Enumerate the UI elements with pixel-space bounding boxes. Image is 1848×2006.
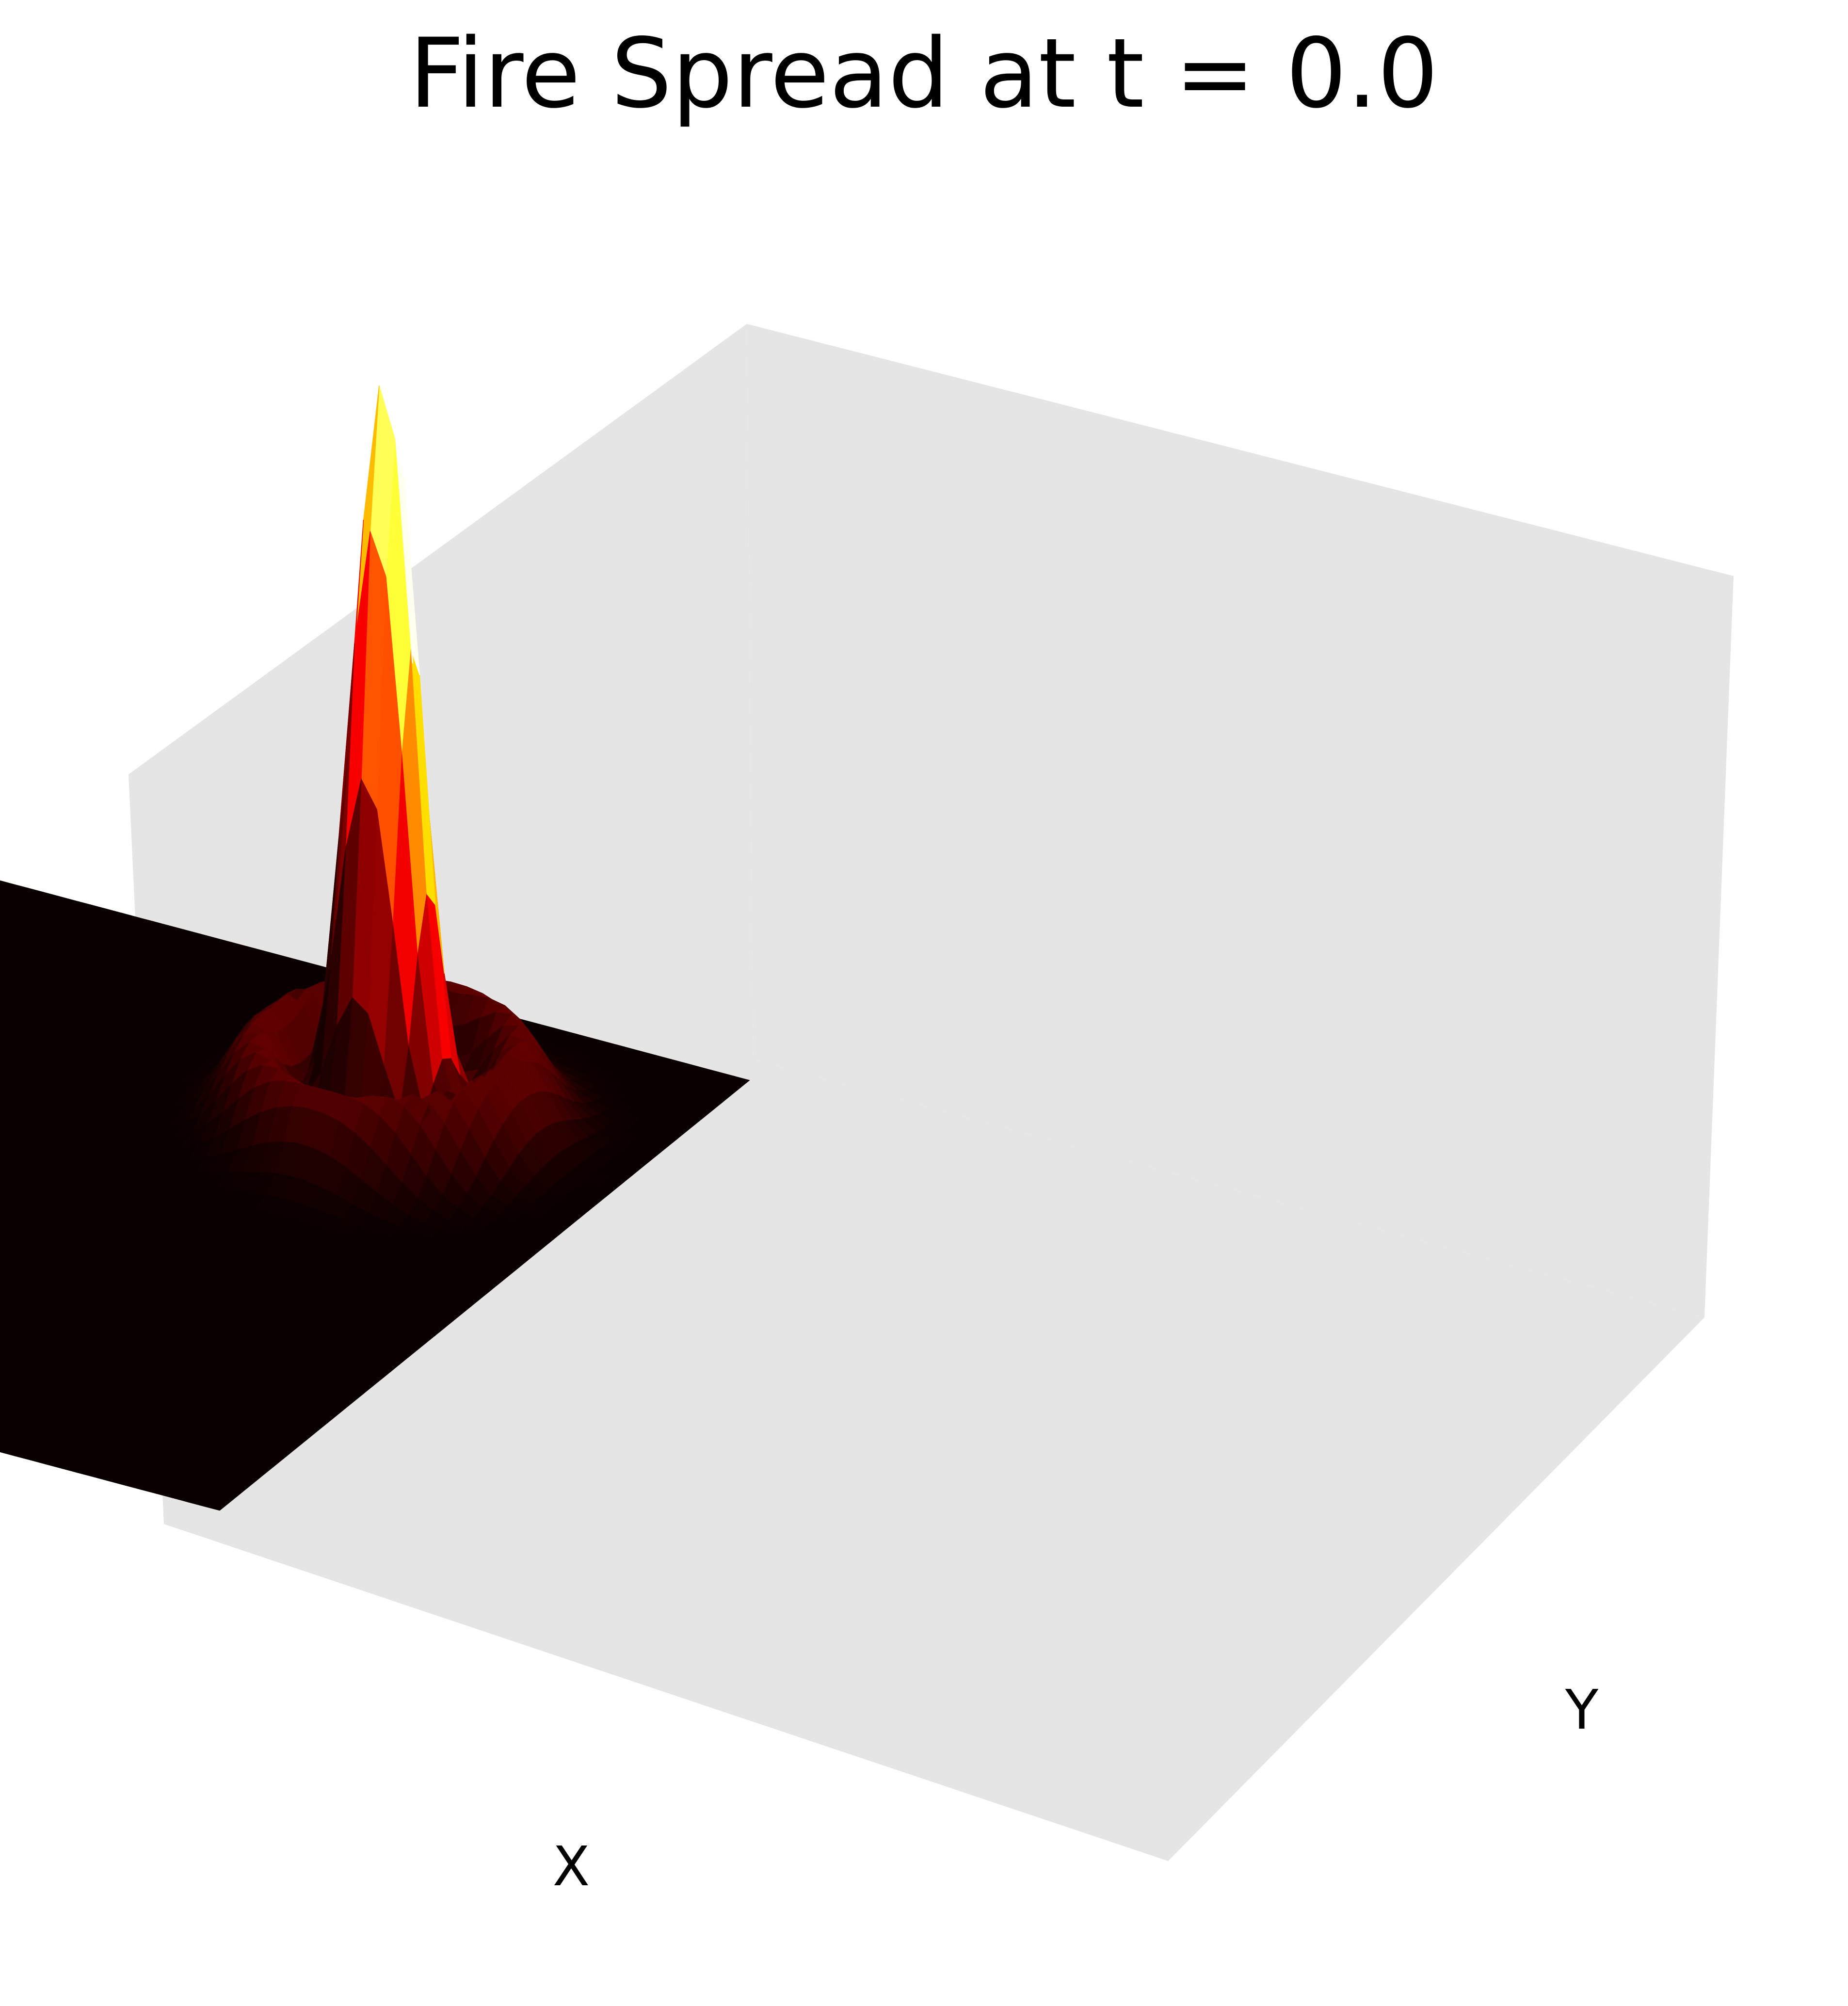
floor-pane xyxy=(164,1059,1704,1861)
surface-patch xyxy=(0,1393,7,1401)
surface-patch xyxy=(0,1345,5,1351)
surface-patch xyxy=(0,919,8,928)
surface-patch xyxy=(0,1074,5,1080)
x-axis-label: X xyxy=(553,1835,590,1898)
surface-patch xyxy=(0,1432,3,1435)
surface-patch xyxy=(0,1297,3,1300)
surface-patch xyxy=(0,1122,8,1131)
surface-patch xyxy=(0,1412,5,1418)
surface-patch xyxy=(0,1161,3,1165)
surface-patch xyxy=(0,1026,3,1029)
surface-patch xyxy=(0,958,3,962)
surface-patch xyxy=(0,1374,10,1385)
surface-patch xyxy=(0,1006,5,1012)
surface-patch xyxy=(0,1229,3,1232)
surface-patch xyxy=(0,1141,5,1148)
surface-patch xyxy=(0,1209,5,1215)
plot-area xyxy=(0,324,1734,1861)
surface-patch xyxy=(0,1190,8,1198)
surface-plot xyxy=(0,385,750,1511)
right-back-pane xyxy=(747,324,1734,1317)
surface-patch xyxy=(0,1326,7,1334)
surface-patch xyxy=(0,1306,10,1317)
surface-patch xyxy=(0,938,5,945)
surface-patch xyxy=(0,987,8,995)
surface-patch xyxy=(0,1238,10,1249)
y-axis-label: Y xyxy=(1565,1679,1599,1742)
surface-patch xyxy=(0,1171,10,1181)
surface-patch xyxy=(0,1258,8,1266)
surface-patch xyxy=(0,1364,3,1368)
surface-patch xyxy=(0,890,3,894)
surface-patch xyxy=(0,1093,3,1097)
surface-patch xyxy=(0,1277,5,1283)
surface-patch xyxy=(0,1055,8,1063)
surface-patch xyxy=(0,1442,10,1452)
chart-title: Fire Spread at t = 0.0 xyxy=(409,17,1439,129)
